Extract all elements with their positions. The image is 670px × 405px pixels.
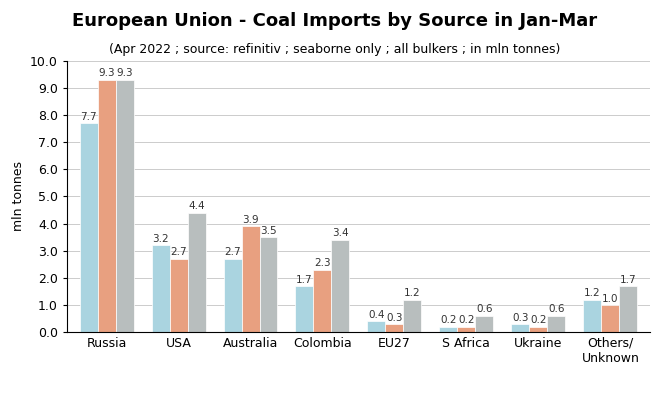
Text: 7.7: 7.7 — [80, 112, 97, 122]
Bar — [547, 316, 565, 332]
Bar — [98, 80, 116, 332]
Bar — [476, 316, 493, 332]
Text: 9.3: 9.3 — [117, 68, 133, 79]
Bar — [440, 327, 458, 332]
Text: 3.4: 3.4 — [332, 228, 349, 239]
Bar — [188, 213, 206, 332]
Bar — [241, 226, 259, 332]
Text: 1.0: 1.0 — [602, 294, 618, 304]
Text: 2.7: 2.7 — [224, 247, 241, 258]
Bar — [170, 259, 188, 332]
Bar — [332, 240, 350, 332]
Bar — [403, 300, 421, 332]
Text: 0.3: 0.3 — [512, 313, 529, 323]
Text: 2.3: 2.3 — [314, 258, 331, 269]
Text: European Union - Coal Imports by Source in Jan-Mar: European Union - Coal Imports by Source … — [72, 12, 598, 30]
Text: 3.2: 3.2 — [152, 234, 169, 244]
Text: 1.7: 1.7 — [620, 275, 636, 285]
Text: 9.3: 9.3 — [98, 68, 115, 79]
Text: 1.2: 1.2 — [404, 288, 421, 298]
Text: 3.9: 3.9 — [242, 215, 259, 225]
Text: 0.2: 0.2 — [458, 315, 474, 325]
Text: 0.4: 0.4 — [369, 310, 385, 320]
Text: 1.2: 1.2 — [584, 288, 600, 298]
Bar — [602, 305, 619, 332]
Bar — [584, 300, 602, 332]
Bar — [116, 80, 133, 332]
Text: 2.7: 2.7 — [170, 247, 187, 258]
Text: 0.3: 0.3 — [386, 313, 403, 323]
Text: 3.5: 3.5 — [260, 226, 277, 236]
Bar — [619, 286, 637, 332]
Text: 0.6: 0.6 — [548, 305, 565, 314]
Text: 0.2: 0.2 — [530, 315, 547, 325]
Bar — [367, 321, 385, 332]
Text: 1.7: 1.7 — [296, 275, 313, 285]
Bar — [151, 245, 170, 332]
Bar — [385, 324, 403, 332]
Bar — [458, 327, 476, 332]
Text: 0.6: 0.6 — [476, 305, 492, 314]
Y-axis label: mln tonnes: mln tonnes — [11, 162, 25, 231]
Bar — [511, 324, 529, 332]
Bar — [259, 237, 277, 332]
Text: 4.4: 4.4 — [188, 201, 205, 211]
Text: 0.2: 0.2 — [440, 315, 457, 325]
Bar — [529, 327, 547, 332]
Text: (Apr 2022 ; source: refinitiv ; seaborne only ; all bulkers ; in mln tonnes): (Apr 2022 ; source: refinitiv ; seaborne… — [109, 43, 561, 55]
Bar — [224, 259, 241, 332]
Bar — [295, 286, 314, 332]
Bar — [314, 270, 332, 332]
Bar — [80, 123, 98, 332]
